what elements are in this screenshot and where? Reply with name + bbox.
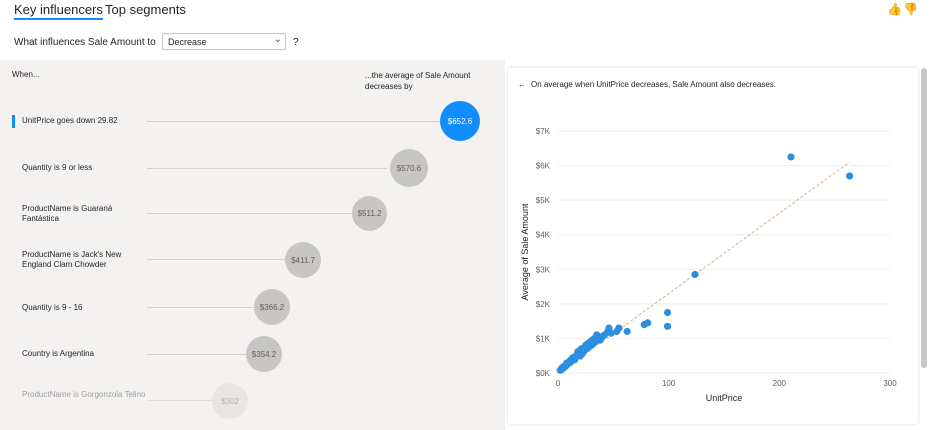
data-point bbox=[663, 308, 672, 317]
influencer-bubble[interactable]: $570.6 bbox=[390, 149, 428, 187]
trend-line bbox=[601, 161, 850, 343]
y-tick-label: $6K bbox=[536, 162, 551, 171]
scatter-chart: $0K $1K $2K $3K $4K $5K $6K $7K 0 100 200 300 UnitPr… bbox=[520, 127, 897, 403]
x-tick-label: 200 bbox=[773, 379, 787, 388]
data-point bbox=[580, 344, 589, 352]
data-point bbox=[605, 324, 613, 332]
tab-key-influencers[interactable]: Key influencers bbox=[14, 2, 103, 20]
y-tick-label: $4K bbox=[536, 231, 551, 240]
thumbs-down-icon[interactable]: 👎 bbox=[903, 2, 919, 16]
help-icon[interactable]: ? bbox=[293, 37, 299, 48]
tab-top-segments[interactable]: Top segments bbox=[105, 2, 186, 17]
row-connector bbox=[147, 400, 212, 401]
detail-caption: ← On average when UnitPrice decreases, Sa… bbox=[518, 80, 776, 89]
influencer-row-label[interactable]: ProductName is Guaraná Fantástica bbox=[22, 204, 113, 223]
x-tick-label: 0 bbox=[556, 379, 561, 388]
chevron-down-icon: ⌄ bbox=[273, 34, 282, 45]
y-axis-title: Average of Sale Amount bbox=[520, 203, 530, 300]
caption-text: On average when UnitPrice decreases, Sal… bbox=[531, 80, 777, 89]
detail-panel: ← On average when UnitPrice decreases, Sa… bbox=[508, 68, 918, 424]
selected-indicator bbox=[12, 115, 15, 128]
row-connector bbox=[147, 121, 442, 122]
influencer-row-label[interactable]: Quantity is 9 - 16 bbox=[22, 303, 83, 312]
data-point bbox=[578, 350, 586, 358]
y-tick-label: $3K bbox=[536, 265, 551, 274]
data-point bbox=[600, 331, 609, 339]
influencers-panel: When... ...the average of Sale Amount de… bbox=[0, 60, 505, 430]
y-tick-label: $2K bbox=[536, 300, 551, 309]
data-point bbox=[663, 322, 672, 330]
x-tick-label: 100 bbox=[662, 379, 676, 388]
question-label: What influences Sale Amount to bbox=[14, 37, 156, 48]
data-point bbox=[586, 338, 594, 346]
row-connector bbox=[147, 307, 254, 308]
influencer-bubble[interactable]: $366.2 bbox=[254, 289, 290, 325]
y-tick-label: $5K bbox=[536, 196, 551, 205]
row-connector bbox=[147, 354, 247, 355]
data-point bbox=[691, 270, 699, 279]
y-tick-label: $7K bbox=[536, 127, 551, 136]
scrollbar[interactable] bbox=[921, 68, 927, 368]
influencer-row-label[interactable]: Quantity is 9 or less bbox=[22, 163, 93, 172]
influencer-bubble[interactable]: $511.2 bbox=[352, 196, 387, 231]
influencer-row-label[interactable]: Country is Argentina bbox=[22, 349, 95, 358]
data-point bbox=[640, 321, 648, 329]
average-header: ...the average of Sale Amount decreases … bbox=[365, 71, 471, 91]
influencer-row-label[interactable]: UnitPrice goes down 29.82 bbox=[22, 116, 118, 125]
direction-dropdown[interactable]: Decrease ⌄ bbox=[162, 33, 286, 50]
x-axis-title: UnitPrice bbox=[706, 393, 743, 403]
back-arrow-icon[interactable]: ← bbox=[518, 80, 526, 89]
row-connector bbox=[147, 259, 285, 260]
data-point bbox=[593, 331, 601, 339]
data-point bbox=[556, 366, 564, 374]
thumbs-up-icon[interactable]: 👍 bbox=[887, 2, 904, 16]
data-point bbox=[613, 327, 621, 336]
data-point bbox=[846, 172, 854, 180]
influencer-row-label[interactable]: ProductName is Jack's New England Clam C… bbox=[22, 250, 122, 269]
dropdown-value: Decrease bbox=[168, 37, 207, 47]
row-connector bbox=[147, 213, 352, 214]
data-point bbox=[787, 153, 795, 161]
y-tick-label: $1K bbox=[536, 334, 551, 343]
feedback-icons[interactable]: 👍👎 bbox=[887, 2, 919, 16]
when-header: When... bbox=[12, 70, 40, 79]
influencer-bubble[interactable]: $302 bbox=[212, 383, 248, 419]
influencer-row-label[interactable]: ProductName is Gorgonzola Telino bbox=[22, 390, 146, 399]
influencer-bubble[interactable]: $411.7 bbox=[285, 242, 321, 278]
x-tick-label: 300 bbox=[883, 379, 897, 388]
data-point bbox=[623, 327, 631, 336]
influencer-bubble[interactable]: $354.2 bbox=[246, 336, 282, 372]
row-connector bbox=[147, 168, 387, 169]
influencer-bubble[interactable]: $652.6 bbox=[440, 101, 480, 141]
y-tick-label: $0K bbox=[536, 369, 551, 378]
